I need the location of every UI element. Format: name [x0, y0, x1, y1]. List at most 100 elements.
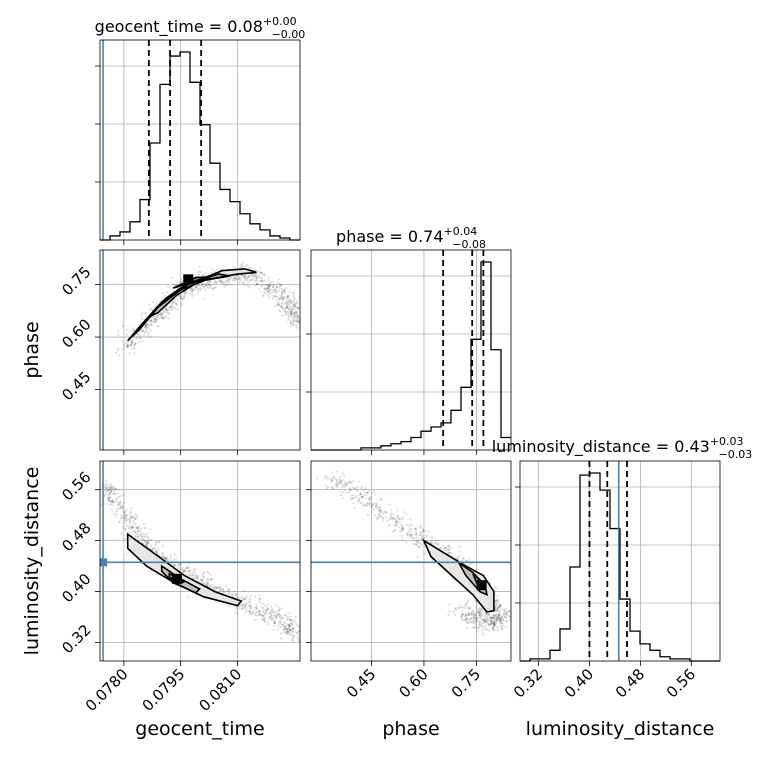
sample-point	[286, 615, 289, 619]
sample-point	[376, 506, 379, 510]
sample-point	[488, 623, 491, 626]
sample-point	[183, 292, 186, 295]
sample-point	[389, 515, 392, 518]
sample-point	[477, 608, 480, 611]
sample-point	[110, 500, 113, 503]
sample-point	[292, 300, 295, 303]
sample-point	[174, 302, 178, 306]
sample-point	[434, 542, 437, 545]
sample-point	[280, 306, 283, 309]
sample-point	[121, 340, 124, 343]
sample-point	[278, 614, 282, 617]
sample-point	[267, 289, 270, 293]
sample-point	[472, 618, 475, 621]
sample-point	[256, 283, 260, 286]
sample-point	[120, 506, 124, 509]
sample-point	[270, 613, 273, 617]
sample-point	[130, 341, 133, 344]
sample-point	[267, 296, 270, 299]
sample-point	[270, 280, 273, 283]
sample-point	[478, 611, 481, 614]
sample-point	[497, 617, 500, 620]
sample-point	[500, 624, 503, 628]
sample-point	[276, 302, 279, 305]
sample-point	[132, 516, 135, 519]
sample-point	[289, 628, 292, 632]
sample-point	[275, 286, 279, 289]
title-phase: phase = 0.74+0.04 −0.08	[336, 225, 486, 251]
sample-point	[305, 317, 307, 319]
sample-point	[260, 606, 263, 609]
sample-point	[235, 592, 238, 596]
sample-point	[286, 295, 289, 299]
sample-point	[123, 527, 126, 530]
sample-point	[420, 537, 423, 540]
sample-point	[396, 521, 399, 524]
sample-point	[155, 317, 158, 320]
sample-point	[485, 621, 488, 624]
sample-point	[346, 482, 349, 485]
sample-point	[269, 615, 272, 618]
sample-point	[209, 271, 212, 274]
sample-point	[256, 613, 260, 617]
sample-point	[144, 326, 147, 329]
sample-point	[208, 282, 211, 285]
sample-point	[333, 477, 336, 480]
sample-point	[264, 620, 267, 623]
sample-point	[284, 307, 287, 310]
sample-point	[275, 617, 278, 620]
sample-point	[213, 280, 216, 283]
sample-point	[507, 614, 510, 617]
sample-point	[492, 626, 495, 629]
sample-point	[267, 608, 270, 611]
sample-point	[439, 547, 443, 550]
sample-point	[192, 570, 195, 573]
sample-point	[469, 606, 472, 609]
sample-point	[416, 540, 419, 543]
sample-point	[438, 546, 441, 549]
sample-point	[123, 510, 126, 514]
sample-point	[296, 631, 299, 634]
sample-point	[272, 294, 275, 297]
sample-point	[495, 604, 498, 608]
sample-point	[287, 307, 290, 311]
sample-point	[273, 614, 276, 617]
sample-point	[156, 318, 159, 321]
histogram-steps	[311, 261, 511, 451]
sample-point	[224, 283, 227, 286]
sample-point	[356, 499, 359, 502]
sample-point	[474, 616, 477, 619]
sample-point	[254, 274, 257, 277]
sample-point	[502, 614, 506, 617]
sample-point	[289, 311, 292, 314]
sample-point	[365, 497, 368, 500]
sample-point	[199, 578, 202, 581]
sample-point	[275, 616, 278, 619]
sample-point	[343, 474, 346, 477]
sample-point	[409, 518, 412, 521]
sample-point	[198, 273, 201, 276]
sample-point	[137, 526, 140, 530]
sample-point	[241, 606, 244, 609]
sample-point	[278, 296, 281, 299]
sample-point	[382, 520, 385, 523]
sample-point	[301, 314, 303, 316]
sample-point	[338, 478, 341, 481]
sample-point	[281, 296, 284, 300]
sample-point	[289, 628, 292, 631]
sample-point	[471, 612, 474, 616]
sample-point	[478, 614, 481, 617]
sample-point	[291, 292, 295, 295]
sample-point	[379, 498, 382, 501]
sample-point	[180, 295, 183, 298]
sample-point	[281, 298, 284, 301]
sample-point	[291, 305, 294, 308]
sample-point	[505, 616, 508, 620]
sample-point	[495, 622, 498, 625]
sample-point	[486, 615, 489, 618]
sample-point	[500, 619, 503, 622]
sample-point	[492, 614, 496, 617]
sample-point	[218, 279, 221, 282]
sample-point	[482, 617, 485, 621]
sample-point	[491, 626, 494, 629]
